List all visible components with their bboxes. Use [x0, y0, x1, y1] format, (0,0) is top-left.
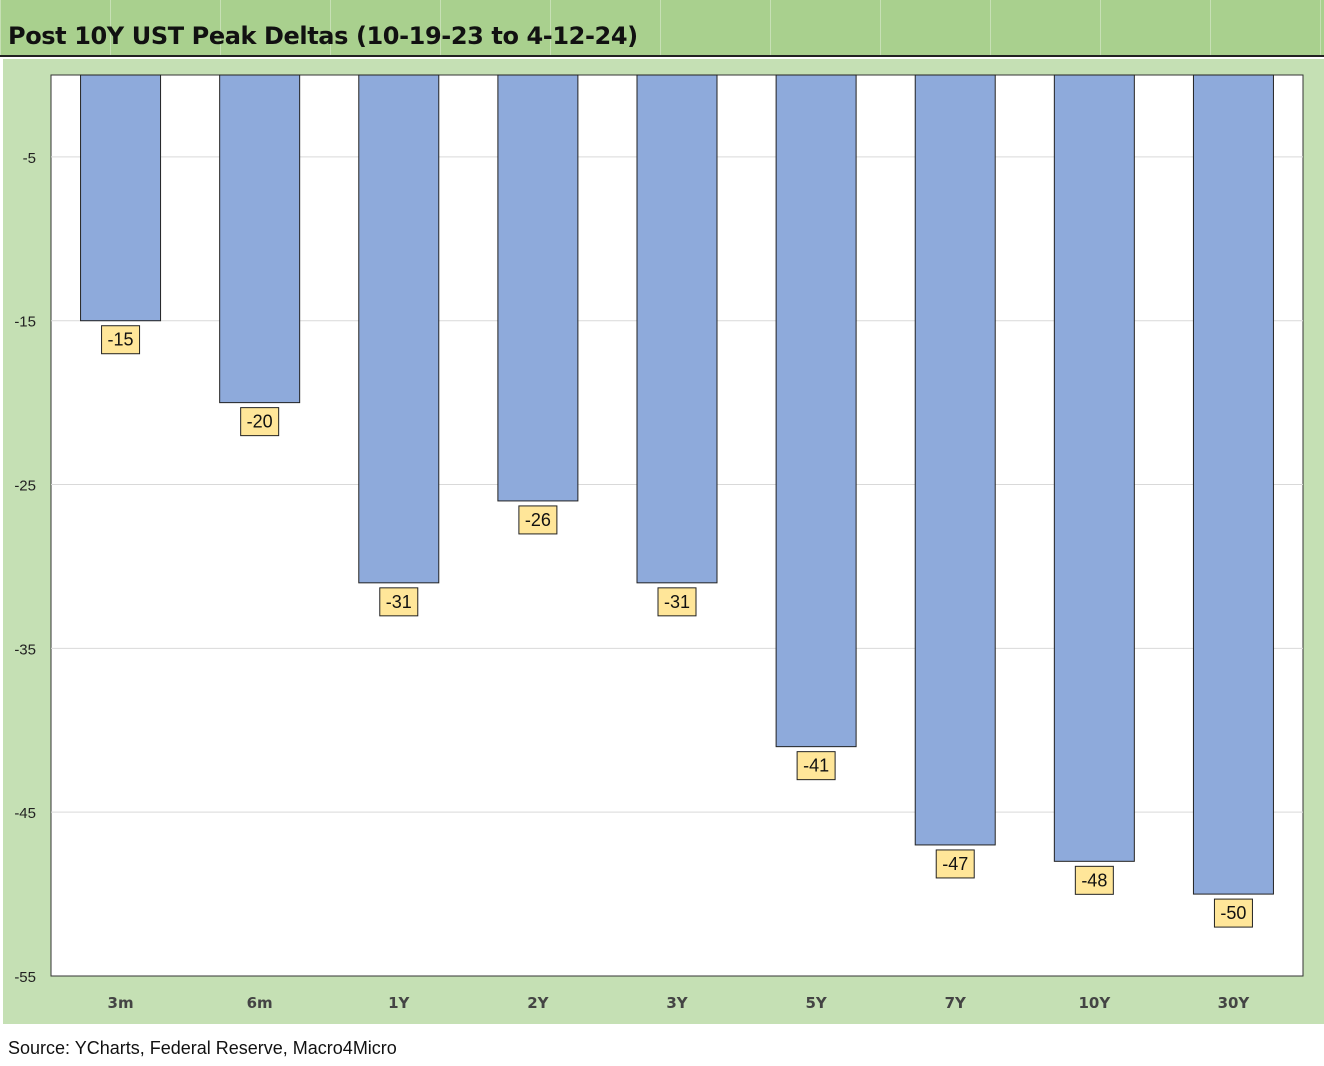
title-bar: Post 10Y UST Peak Deltas (10-19-23 to 4-… [0, 0, 1324, 57]
data-label: -48 [1081, 870, 1107, 890]
y-tick-label: -15 [14, 314, 36, 331]
data-label-box [796, 751, 836, 781]
data-label-box [101, 325, 141, 355]
x-tick-label: 3Y [666, 994, 688, 1012]
data-label: -41 [803, 756, 829, 776]
data-label: -31 [664, 592, 690, 612]
data-label: -26 [525, 510, 551, 530]
x-tick-label: 30Y [1218, 994, 1251, 1012]
x-tick-label: 7Y [945, 994, 967, 1012]
bar-30Y [1192, 74, 1274, 895]
data-label-box [379, 587, 419, 617]
bar-7Y [914, 74, 996, 846]
data-label-box [657, 587, 697, 617]
y-tick-label: -45 [14, 805, 36, 822]
bar-10Y [1053, 74, 1135, 862]
bar-3m [80, 74, 162, 322]
y-tick-label: -5 [23, 150, 36, 167]
bar-2Y [497, 74, 579, 502]
data-label-box [518, 505, 558, 535]
bar-6m [219, 74, 301, 404]
data-label: -50 [1220, 903, 1246, 923]
data-label: -47 [942, 854, 968, 874]
data-label: -31 [386, 592, 412, 612]
data-label-box [935, 849, 975, 879]
bar-5Y [775, 74, 857, 748]
x-tick-label: 5Y [805, 994, 827, 1012]
source-note: Source: YCharts, Federal Reserve, Macro4… [8, 1038, 397, 1058]
data-label: -15 [108, 330, 134, 350]
data-label-box [1074, 865, 1114, 895]
bar-1Y [358, 74, 440, 584]
y-tick-label: -25 [14, 478, 36, 495]
x-tick-label: 1Y [388, 994, 410, 1012]
data-label: -20 [247, 412, 273, 432]
data-label-box [1213, 898, 1253, 928]
x-tick-label: 10Y [1078, 994, 1111, 1012]
chart-title: Post 10Y UST Peak Deltas (10-19-23 to 4-… [8, 22, 638, 50]
x-tick-label: 6m [247, 994, 273, 1012]
bar-3Y [636, 74, 718, 584]
x-tick-label: 3m [108, 994, 134, 1012]
y-tick-label: -55 [14, 969, 36, 986]
y-tick-label: -35 [14, 641, 36, 658]
data-label-box [240, 407, 280, 437]
x-tick-label: 2Y [527, 994, 549, 1012]
